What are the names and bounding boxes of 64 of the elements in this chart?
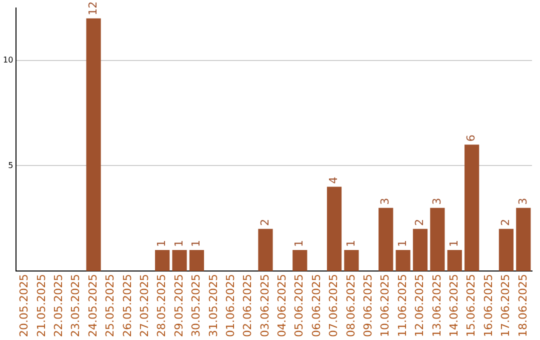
bar [155, 250, 170, 272]
bar [498, 228, 514, 272]
bar [258, 228, 273, 272]
x-tick-label: 12.06.2025 [413, 274, 426, 338]
x-tick-label: 28.05.2025 [155, 274, 168, 338]
bar [172, 250, 187, 272]
x-tick-label: 04.06.2025 [276, 274, 289, 338]
x-tick-label: 29.05.2025 [172, 274, 186, 338]
data-label: 1 [172, 240, 186, 247]
x-tick-label: 06.06.2025 [310, 274, 323, 338]
x-tick-label: 11.06.2025 [396, 274, 409, 338]
x-tick-label: 07.06.2025 [327, 274, 340, 338]
x-tick-label: 23.05.2025 [69, 274, 82, 338]
x-tick-label: 14.06.2025 [447, 274, 460, 338]
bar [516, 208, 531, 272]
x-tick-label: 10.06.2025 [378, 274, 392, 338]
data-label: 4 [327, 176, 340, 184]
x-tick-label: 01.06.2025 [224, 274, 237, 338]
x-tick-label: 18.06.2025 [516, 274, 530, 338]
bar [447, 250, 462, 272]
data-label: 2 [499, 218, 512, 226]
y-tick-label: 5 [8, 160, 14, 170]
bar [396, 250, 410, 272]
data-label: 6 [464, 134, 478, 142]
x-tick-label: 22.05.2025 [52, 274, 66, 338]
data-label: 1 [292, 240, 306, 247]
data-label: 2 [258, 218, 272, 226]
bar [412, 228, 428, 272]
data-label: 2 [413, 218, 426, 226]
data-label: 1 [344, 240, 358, 247]
bar [326, 186, 342, 272]
x-tick-label: 09.06.2025 [362, 274, 375, 338]
data-label: 12 [86, 1, 100, 16]
x-tick-label: 05.06.2025 [292, 274, 306, 338]
x-tick-label: 17.06.2025 [499, 274, 512, 338]
bar [189, 250, 204, 272]
x-tick-label: 13.06.2025 [430, 274, 444, 338]
data-label: 1 [396, 240, 409, 247]
x-tick-label: 31.05.2025 [206, 274, 220, 338]
x-tick-label: 16.06.2025 [482, 274, 495, 338]
data-label: 1 [447, 240, 460, 247]
data-label: 1 [155, 240, 168, 247]
x-tick-label: 03.06.2025 [258, 274, 272, 338]
x-tick-label: 02.06.2025 [241, 274, 254, 338]
bar [86, 18, 101, 272]
x-tick-label: 15.06.2025 [464, 274, 478, 338]
bar [378, 208, 394, 272]
x-tick-label: 08.06.2025 [344, 274, 358, 338]
bar [292, 250, 308, 272]
bar [464, 144, 480, 272]
x-tick-label: 25.05.2025 [104, 274, 117, 338]
bar [430, 208, 445, 272]
bar [344, 250, 359, 272]
x-tick-label: 26.05.2025 [120, 274, 134, 338]
x-tick-label: 30.05.2025 [190, 274, 203, 338]
y-tick-label: 10 [2, 56, 14, 65]
x-tick-label: 24.05.2025 [86, 274, 100, 338]
data-label: 3 [378, 198, 392, 205]
x-tick-label: 21.05.2025 [34, 274, 48, 338]
data-label: 3 [430, 198, 444, 205]
data-label: 1 [190, 240, 203, 247]
data-label: 3 [516, 198, 530, 205]
x-tick-label: 20.05.2025 [18, 274, 31, 338]
x-tick-label: 27.05.2025 [138, 274, 151, 338]
